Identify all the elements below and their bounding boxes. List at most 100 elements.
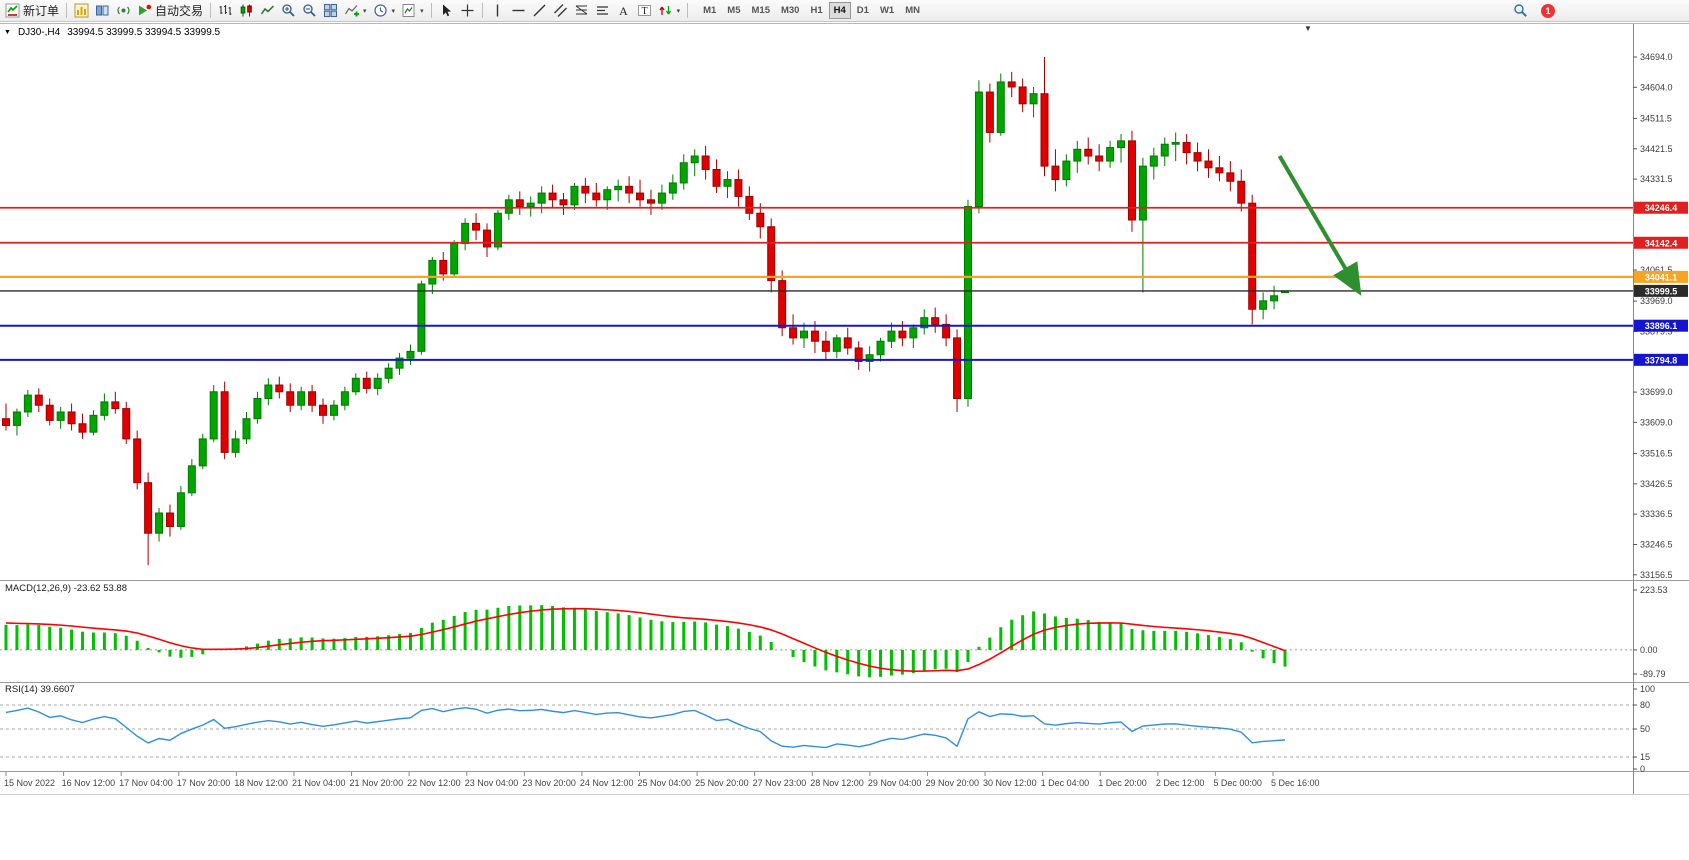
svg-text:15: 15: [1640, 752, 1650, 762]
profiles-icon: [96, 5, 109, 16]
svg-text:34041.1: 34041.1: [1645, 272, 1678, 282]
timeframe-button-d1[interactable]: D1: [852, 2, 874, 19]
chart-ohlc-values: 33994.5 33999.5 33994.5 33999.5: [67, 27, 221, 38]
new-order-label: 新订单: [23, 4, 60, 18]
svg-text:29 Nov 04:00: 29 Nov 04:00: [868, 778, 922, 788]
timeframe-button-m15[interactable]: M15: [747, 2, 775, 19]
svg-text:16 Nov 12:00: 16 Nov 12:00: [62, 778, 116, 788]
svg-text:18 Nov 12:00: 18 Nov 12:00: [234, 778, 288, 788]
search-button[interactable]: [1510, 1, 1531, 21]
notification-badge[interactable]: 1: [1541, 3, 1555, 18]
trendline-icon: [533, 4, 546, 17]
toolbar-separator: [687, 3, 689, 18]
templates-button[interactable]: ▾: [398, 1, 427, 21]
candle-chart-type-button[interactable]: [236, 1, 257, 21]
horizontal-line-button[interactable]: [508, 1, 529, 21]
arrows-button[interactable]: ▾: [655, 1, 684, 21]
alerts-button[interactable]: [113, 1, 134, 21]
zoom-in-button[interactable]: [278, 1, 299, 21]
chart-menu-arrow[interactable]: ▼: [4, 29, 11, 36]
bar-chart-type-icon: [219, 5, 232, 15]
arrows-icon: [659, 6, 671, 15]
bar-chart-type-button[interactable]: [215, 1, 236, 21]
text-button[interactable]: A: [613, 1, 634, 21]
trendline-button[interactable]: [529, 1, 550, 21]
timeframe-button-m5[interactable]: M5: [722, 2, 745, 19]
rsi-label: RSI(14) 39.6607: [5, 684, 75, 695]
timeframe-button-m1[interactable]: M1: [698, 2, 721, 19]
line-chart-type-icon: [260, 5, 275, 15]
line-chart-type-button[interactable]: [257, 1, 278, 21]
crosshair-button[interactable]: [457, 1, 478, 21]
horizontal-line-icon: [512, 9, 525, 12]
text-label-button[interactable]: T: [634, 1, 655, 21]
indicators-icon: [345, 5, 360, 17]
profiles-button[interactable]: [92, 1, 113, 21]
search-icon: [1514, 4, 1527, 17]
candle-chart-type-icon: [240, 4, 252, 17]
svg-text:29 Nov 20:00: 29 Nov 20:00: [925, 778, 979, 788]
svg-text:17 Nov 04:00: 17 Nov 04:00: [119, 778, 173, 788]
periods-button[interactable]: ▾: [370, 1, 399, 21]
toolbar-separator: [210, 3, 212, 18]
zoom-out-button[interactable]: [299, 1, 320, 21]
tile-windows-button[interactable]: [320, 1, 341, 21]
svg-text:33516.5: 33516.5: [1640, 449, 1673, 459]
fibonacci-button[interactable]: [571, 1, 592, 21]
timeframe-button-h4[interactable]: H4: [828, 2, 851, 19]
crosshair-icon: [461, 4, 474, 17]
svg-text:34604.0: 34604.0: [1640, 82, 1673, 92]
notification-count: 1: [1545, 5, 1551, 16]
svg-text:25 Nov 04:00: 25 Nov 04:00: [638, 778, 692, 788]
svg-text:33336.5: 33336.5: [1640, 509, 1673, 519]
chart-title-bar: ▼ DJ30-,H4 33994.5 33999.5 33994.5 33999…: [4, 27, 220, 38]
new-chart-button[interactable]: [71, 1, 92, 21]
svg-text:23 Nov 20:00: 23 Nov 20:00: [522, 778, 576, 788]
vertical-line-button[interactable]: [487, 1, 508, 21]
timeframe-button-m30[interactable]: M30: [776, 2, 804, 19]
zoom-out-icon: [303, 4, 316, 17]
timeframe-button-mn[interactable]: MN: [900, 2, 925, 19]
macd-name: MACD(12,26,9): [5, 583, 71, 594]
channel-button[interactable]: [550, 1, 571, 21]
main-toolbar: 新订单 自动交易 ▾ ▾ ▾: [0, 0, 1689, 22]
svg-text:0.00: 0.00: [1640, 645, 1658, 655]
svg-text:23 Nov 04:00: 23 Nov 04:00: [465, 778, 519, 788]
auto-trading-icon: [139, 4, 152, 16]
svg-text:33896.1: 33896.1: [1645, 321, 1678, 331]
svg-text:21 Nov 20:00: 21 Nov 20:00: [350, 778, 404, 788]
toolbar-separator: [430, 3, 432, 18]
svg-text:24 Nov 12:00: 24 Nov 12:00: [580, 778, 634, 788]
periods-dropdown-caret: ▾: [391, 7, 396, 15]
svg-text:30 Nov 12:00: 30 Nov 12:00: [983, 778, 1037, 788]
cursor-button[interactable]: [436, 1, 457, 21]
macd-label: MACD(12,26,9) -23.62 53.88: [5, 583, 127, 594]
new-order-button[interactable]: 新订单: [2, 1, 62, 21]
rsi-value: 39.6607: [40, 684, 75, 695]
shapes-button[interactable]: [592, 1, 613, 21]
timeframe-button-h1[interactable]: H1: [805, 2, 827, 19]
svg-text:33969.0: 33969.0: [1640, 296, 1673, 306]
auto-trading-button[interactable]: 自动交易: [134, 1, 206, 21]
svg-text:27 Nov 23:00: 27 Nov 23:00: [753, 778, 807, 788]
svg-text:17 Nov 20:00: 17 Nov 20:00: [177, 778, 231, 788]
auto-trading-label: 自动交易: [155, 4, 204, 18]
timeframe-button-w1[interactable]: W1: [875, 2, 899, 19]
timeframe-group: M1 M5 M15 M30 H1 H4 D1 W1 MN: [698, 2, 925, 19]
text-label-icon: T: [637, 5, 651, 17]
svg-text:34142.4: 34142.4: [1645, 238, 1678, 248]
svg-text:T: T: [641, 6, 647, 17]
chart-shift-marker[interactable]: ▼: [1304, 24, 1312, 33]
svg-text:0: 0: [1640, 764, 1645, 774]
indicators-button[interactable]: ▾: [341, 1, 370, 21]
tile-windows-icon: [324, 4, 338, 17]
svg-text:15 Nov 2022: 15 Nov 2022: [4, 778, 55, 788]
channel-icon: [553, 4, 567, 17]
macd-values: -23.62 53.88: [73, 583, 127, 594]
svg-text:34421.5: 34421.5: [1640, 144, 1673, 154]
zoom-in-icon: [282, 4, 295, 17]
toolbar-separator: [481, 3, 483, 18]
svg-text:1 Dec 20:00: 1 Dec 20:00: [1098, 778, 1147, 788]
svg-text:1 Dec 04:00: 1 Dec 04:00: [1041, 778, 1090, 788]
